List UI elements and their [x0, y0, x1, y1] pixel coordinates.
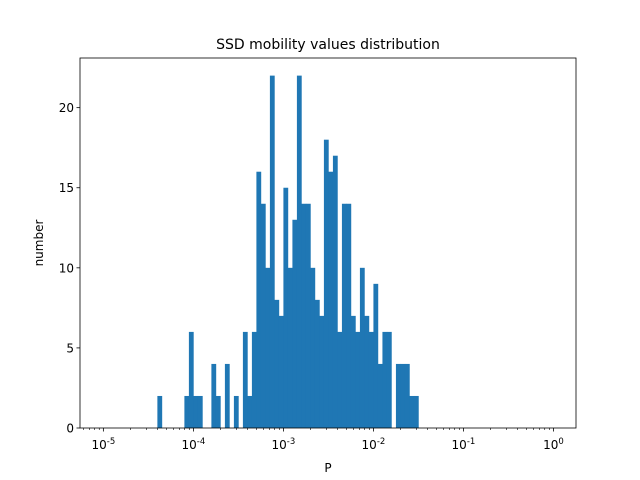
histogram-bar: [269, 75, 275, 429]
histogram-bar: [224, 363, 230, 428]
histogram-bar: [197, 395, 203, 428]
histogram-bar: [341, 203, 347, 428]
y-axis-ticks: 0 5 10 15 20: [59, 101, 80, 436]
x-tick-label: 10-2: [362, 437, 386, 452]
histogram-bar: [350, 315, 356, 428]
histogram-bar: [251, 331, 257, 428]
y-tick-label: 15: [59, 181, 74, 195]
histogram-bar: [305, 203, 311, 428]
y-tick-label: 10: [59, 261, 74, 275]
histogram-bar: [157, 395, 163, 428]
y-axis-label: number: [32, 220, 46, 267]
histogram-bar: [395, 363, 401, 428]
histogram-bar: [323, 139, 329, 428]
histogram-bar: [283, 187, 289, 428]
histogram-bar: [413, 395, 419, 428]
histogram-bar: [184, 395, 190, 428]
histogram-bar: [364, 315, 370, 428]
histogram-bar: [337, 331, 343, 428]
histogram-bar: [260, 203, 266, 428]
x-tick-label: 10-1: [452, 437, 476, 452]
x-tick-label: 100: [543, 437, 564, 452]
histogram-bar: [319, 315, 325, 428]
histogram-bar: [301, 203, 307, 428]
plot-frame: [79, 57, 577, 429]
histogram-bar: [400, 363, 406, 428]
histogram-bar: [242, 331, 248, 428]
histogram-bar: [359, 267, 365, 428]
histogram-bar: [310, 267, 316, 428]
histogram-bar: [314, 299, 320, 428]
histogram-bar: [256, 171, 262, 428]
histogram-bars: [157, 75, 419, 429]
histogram-bar: [332, 155, 338, 428]
histogram-bar: [233, 395, 239, 428]
y-tick-label: 20: [59, 101, 74, 115]
histogram-bar: [188, 331, 194, 428]
histogram-bar: [215, 395, 221, 428]
histogram-bar: [409, 395, 415, 428]
histogram-bar: [247, 395, 253, 428]
x-tick-label: 10-5: [91, 437, 115, 452]
histogram-bar: [274, 299, 280, 428]
histogram-bar: [377, 363, 383, 428]
histogram-bar: [265, 267, 271, 428]
histogram-bar: [346, 203, 352, 428]
histogram-bar: [287, 267, 293, 428]
histogram-bar: [328, 171, 334, 428]
histogram-bar: [386, 331, 392, 428]
histogram-bar: [292, 219, 298, 428]
histogram-bar: [193, 395, 199, 428]
histogram-bar: [278, 315, 284, 428]
histogram-bar: [404, 363, 410, 428]
y-tick-label: 0: [66, 422, 74, 436]
histogram-bar: [296, 75, 302, 429]
x-tick-label: 10-3: [272, 437, 296, 452]
histogram-bar: [211, 363, 217, 428]
histogram-bar: [373, 283, 379, 428]
x-axis-label: P: [324, 461, 331, 475]
y-tick-label: 5: [66, 341, 74, 355]
x-axis-ticks: 10-5 10-4 10-3 10-2 10-1 100: [83, 428, 564, 452]
x-tick-label: 10-4: [182, 437, 206, 452]
histogram-bar: [368, 331, 374, 428]
chart-title: SSD mobility values distribution: [216, 37, 440, 53]
histogram-bar: [382, 331, 388, 428]
histogram-bar: [355, 331, 361, 428]
